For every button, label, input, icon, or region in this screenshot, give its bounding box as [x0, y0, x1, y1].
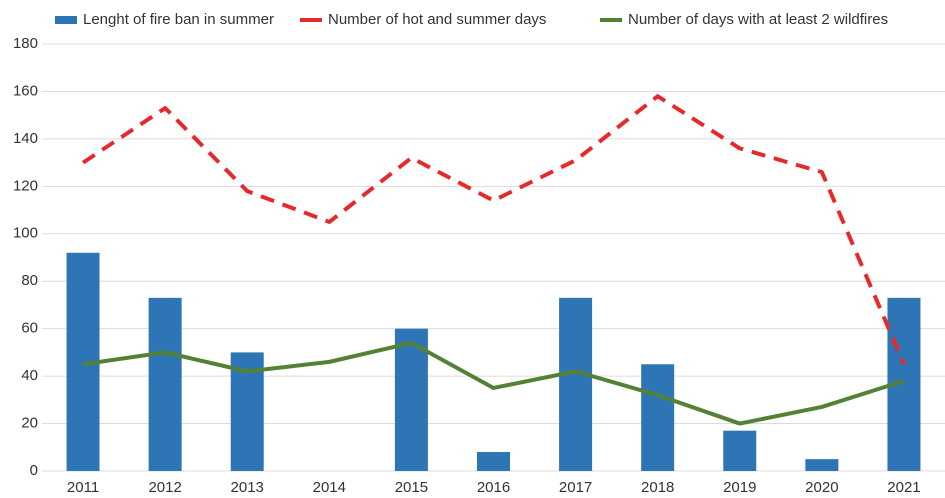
line-series — [82, 340, 905, 426]
line-series — [81, 94, 906, 366]
y-tick-label: 120 — [13, 177, 38, 194]
y-tick-label: 0 — [30, 462, 38, 479]
bar — [641, 364, 675, 471]
x-tick-label: 2015 — [395, 479, 428, 496]
y-tick-label: 20 — [21, 415, 38, 432]
x-tick-label: 2016 — [477, 479, 510, 496]
bar — [394, 328, 428, 471]
y-tick-label: 80 — [21, 272, 38, 289]
y-tick-label: 180 — [13, 35, 38, 52]
x-tick-label: 2020 — [805, 479, 838, 496]
x-tick-label: 2011 — [67, 479, 99, 496]
bar — [148, 297, 182, 471]
x-tick-label: 2013 — [231, 479, 264, 496]
y-tick-label: 60 — [21, 320, 38, 337]
y-tick-label: 140 — [13, 130, 38, 147]
x-tick-label: 2012 — [148, 479, 181, 496]
x-tick-label: 2019 — [723, 479, 756, 496]
legend-swatch — [55, 16, 77, 24]
x-tick-label: 2014 — [313, 479, 346, 496]
x-tick-label: 2018 — [641, 479, 674, 496]
bar — [477, 452, 510, 471]
bar — [723, 430, 757, 471]
x-tick-label: 2021 — [887, 479, 920, 496]
y-tick-label: 40 — [21, 367, 38, 384]
bar — [805, 459, 839, 471]
legend-label: Number of days with at least 2 wildfires — [628, 11, 888, 28]
x-tick-label: 2017 — [559, 479, 592, 496]
legend-label: Number of hot and summer days — [328, 11, 546, 28]
y-tick-label: 100 — [13, 225, 38, 242]
bar — [559, 297, 593, 471]
legend-label: Lenght of fire ban in summer — [83, 11, 274, 28]
y-tick-label: 160 — [13, 82, 38, 99]
